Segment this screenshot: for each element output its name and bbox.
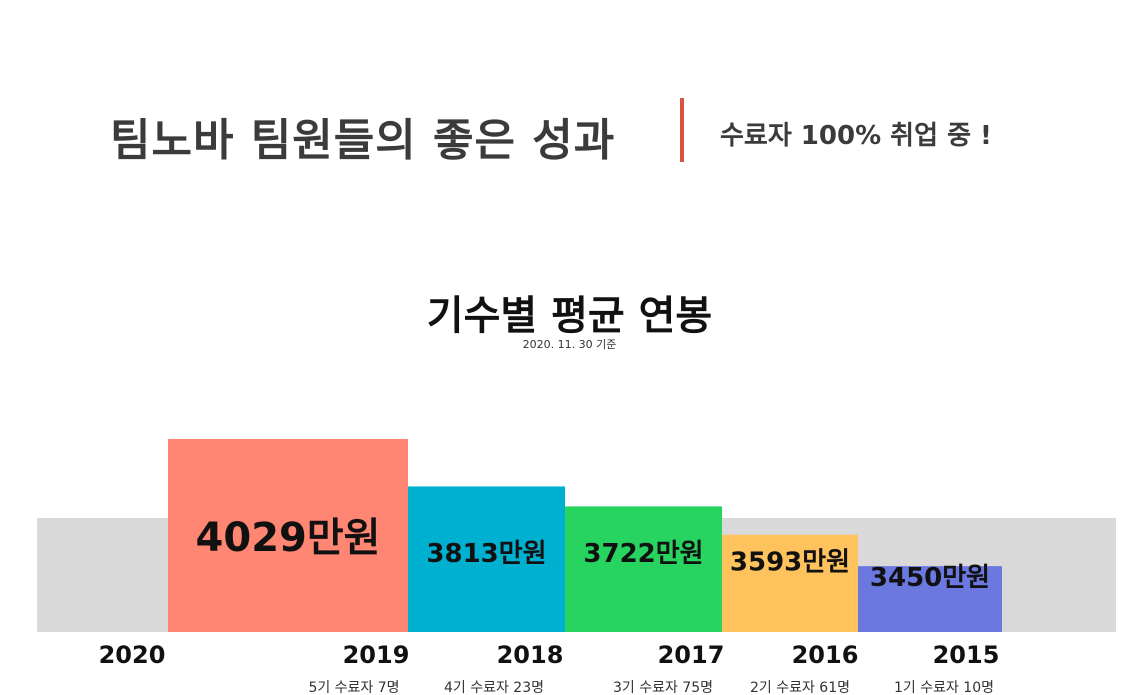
value-label-2018: 3813만원: [426, 539, 546, 569]
value-label-2019: 4029만원: [196, 515, 381, 561]
header-tagline: 수료자 100% 취업 중 !: [720, 121, 992, 151]
bar-2016: [722, 534, 858, 632]
cohort-label-2017: 3기 수료자 75명: [613, 680, 713, 695]
year-label-2017: 2017: [658, 641, 725, 669]
cohort-label-2019: 5기 수료자 7명: [308, 680, 399, 695]
chart-title: 기수별 평균 연봉: [426, 293, 713, 339]
chart-subtitle: 2020. 11. 30 기준: [522, 338, 617, 351]
bar-2018: [408, 486, 565, 632]
year-label-2020: 2020: [99, 641, 166, 669]
cohort-label-2015: 1기 수료자 10명: [894, 680, 994, 695]
year-label-2019: 2019: [343, 641, 410, 669]
year-label-2016: 2016: [792, 641, 859, 669]
bar-2015: [858, 566, 1002, 632]
header-divider: [680, 98, 684, 162]
value-label-2017: 3722만원: [583, 539, 703, 569]
year-label-2018: 2018: [497, 641, 564, 669]
page-title: 팀노바 팀원들의 좋은 성과: [110, 115, 616, 166]
year-label-2015: 2015: [933, 641, 1000, 669]
cohort-label-2018: 4기 수료자 23명: [444, 680, 544, 695]
value-label-2016: 3593만원: [730, 547, 850, 577]
value-label-2015: 3450만원: [870, 563, 990, 593]
bar-2017: [565, 506, 722, 632]
bar-2019: [168, 439, 408, 632]
cohort-label-2016: 2기 수료자 61명: [750, 680, 850, 695]
